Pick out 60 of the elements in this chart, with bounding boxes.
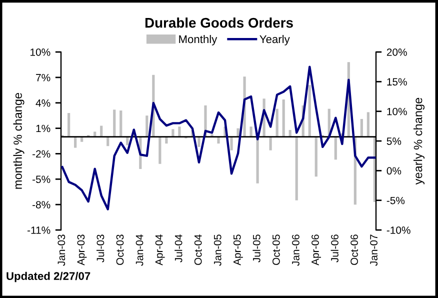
bar (295, 136, 298, 200)
y2-tick-label: 0% (386, 167, 402, 175)
y-tick-label: -5% (32, 176, 50, 184)
x-tick-label: Jan-03 (58, 234, 66, 266)
bar (100, 126, 103, 137)
x-tick-label: Jan-05 (214, 234, 222, 266)
bar (113, 110, 116, 137)
y2-tick-label: 20% (386, 48, 407, 56)
bar (269, 136, 272, 150)
bar (276, 108, 278, 137)
x-tick-label: Oct-04 (194, 234, 202, 265)
x-tick-label: Oct-03 (116, 234, 124, 265)
bar (282, 99, 285, 137)
text: Updated 2/27/07 (6, 272, 90, 282)
x-tick-label: Apr-03 (77, 234, 87, 266)
bar (256, 136, 259, 184)
bar (314, 136, 318, 177)
x-tick-label: Jul-04 (174, 234, 182, 262)
y-tick-label: 4% (36, 99, 50, 107)
x-tick-label: Apr-04 (155, 234, 165, 266)
chart-title: Durable Goods Orders (145, 18, 293, 28)
y2-tick-label: -10% (386, 226, 410, 234)
y-tick-label: 1% (36, 124, 50, 132)
y2-tick-label: -5% (386, 196, 405, 204)
bar (158, 136, 162, 164)
line-series (61, 66, 376, 210)
x-tick-label: Jan-07 (370, 234, 378, 266)
bar (120, 110, 122, 137)
legend-label: Monthly (179, 34, 218, 46)
x-tick-label: Oct-05 (272, 234, 280, 265)
x-tick-label: Jan-04 (136, 234, 144, 266)
bar (146, 116, 148, 137)
x-tick-label: Oct-06 (350, 234, 358, 265)
x-tick-label: Jan-06 (292, 234, 300, 266)
bar (230, 136, 233, 150)
x-tick-label: Jul-06 (330, 234, 338, 262)
bar (74, 136, 77, 148)
y2-axis-title: yearly % change (414, 98, 425, 185)
legend-label: Yearly (260, 34, 290, 46)
y-tick-label: 7% (36, 74, 50, 82)
y-tick-label: 10% (30, 48, 50, 56)
x-tick-label: Apr-06 (312, 234, 321, 266)
y-axis-title: monthly % change (13, 92, 24, 189)
bar (198, 136, 200, 147)
bar (366, 112, 370, 137)
x-tick-label: Jul-03 (96, 234, 104, 262)
x-tick-label: Apr-05 (233, 234, 243, 266)
bar (360, 118, 363, 137)
bar (250, 126, 252, 137)
y2-tick-label: 5% (386, 138, 402, 145)
y2-tick-label: 10% (387, 108, 407, 116)
y-tick-label: -2% (32, 150, 50, 158)
bar (334, 136, 337, 160)
y2-tick-label: 15% (387, 78, 407, 86)
y-tick-label: -8% (32, 201, 50, 208)
x-tick-label: Jul-05 (252, 234, 260, 262)
y-tick-label: -11% (27, 226, 50, 234)
bar (68, 113, 70, 137)
bar (308, 85, 311, 137)
bar (178, 126, 181, 137)
